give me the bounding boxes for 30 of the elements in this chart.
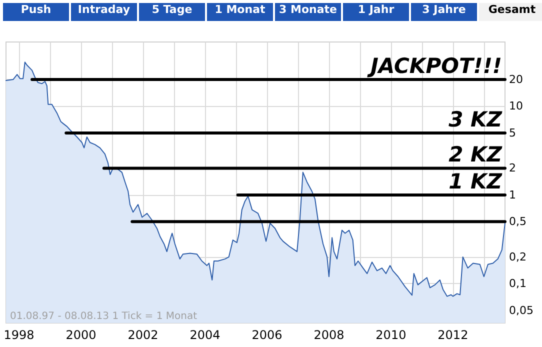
- text: Push: [3, 3, 69, 21]
- y-tick-label: 0,2: [509, 250, 526, 264]
- x-tick-label: 2006: [252, 328, 282, 342]
- series-label: 2 KZ: [448, 142, 503, 167]
- series-label: 1 KZ: [448, 169, 503, 194]
- text: 01.08.97 - 08.08.13 1 Tick = 1 Monat: [10, 311, 198, 322]
- x-tick-label: 2002: [128, 328, 158, 342]
- text: 1 Jahr: [343, 3, 409, 21]
- y-tick-label: 5: [509, 126, 516, 140]
- x-tick-label: 2004: [190, 328, 220, 342]
- text: 1 Monat: [207, 3, 273, 21]
- x-tick-label: 2010: [376, 328, 406, 342]
- text: 3 Jahre: [411, 3, 477, 21]
- x-tick-label: 1998: [4, 328, 34, 342]
- x-tick-label: 2008: [314, 328, 344, 342]
- y-tick-label: 10: [509, 100, 523, 113]
- text: 5 Tage: [139, 3, 205, 21]
- series-label: JACKPOT!!!: [366, 54, 502, 78]
- y-tick-label: 0,1: [509, 277, 526, 290]
- y-tick-label: 1: [509, 188, 516, 202]
- text: Gesamt: [479, 3, 542, 21]
- y-tick-label: 20: [509, 73, 523, 86]
- x-tick-label: 2012: [438, 328, 468, 342]
- y-tick-label: 0,5: [509, 215, 526, 228]
- series-label: 3 KZ: [448, 107, 503, 132]
- x-tick-label: 2000: [66, 328, 96, 342]
- text: Intraday: [71, 3, 137, 21]
- text: 3 Monate: [275, 3, 341, 21]
- y-tick-label: 2: [509, 162, 516, 175]
- y-tick-label: 0,05: [509, 304, 534, 317]
